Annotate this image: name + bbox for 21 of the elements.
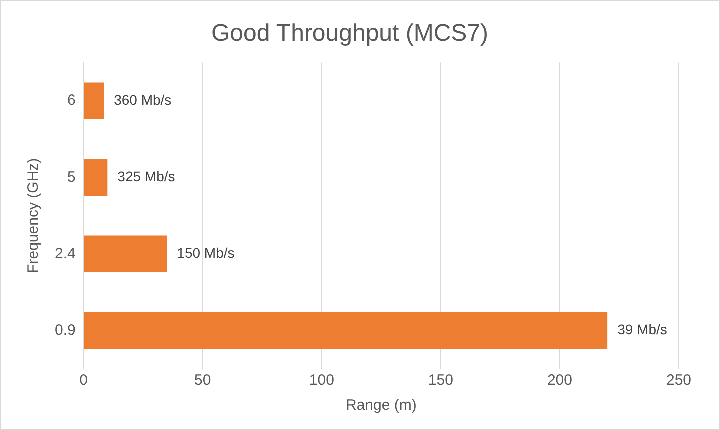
annotation: 150 Mb/s <box>177 245 235 262</box>
bar <box>84 312 608 350</box>
bar <box>84 159 108 196</box>
annotation: 39 Mb/s <box>618 322 668 338</box>
bar <box>84 236 168 273</box>
y-tick-label: 0.9 <box>54 322 76 339</box>
y-axis-title: Frequency (GHz) <box>25 158 42 274</box>
bar <box>84 82 104 120</box>
x-tick-label: 200 <box>547 372 572 390</box>
x-tick-label: 250 <box>666 372 692 390</box>
x-axis-title: Range (m) <box>346 397 417 414</box>
y-tick-label: 5 <box>68 168 76 186</box>
x-tick-label: 0 <box>80 372 88 390</box>
annotation: 360 Mb/s <box>114 92 172 108</box>
annotation: 325 Mb/s <box>118 168 176 184</box>
x-tick-label: 100 <box>309 372 334 390</box>
x-tick-label: 150 <box>428 372 454 390</box>
y-tick-label: 6 <box>68 92 76 110</box>
y-tick-label: 2.4 <box>54 245 76 262</box>
chart-title: Good Throughput (MCS7) <box>211 20 489 48</box>
x-tick-label: 50 <box>194 372 212 390</box>
